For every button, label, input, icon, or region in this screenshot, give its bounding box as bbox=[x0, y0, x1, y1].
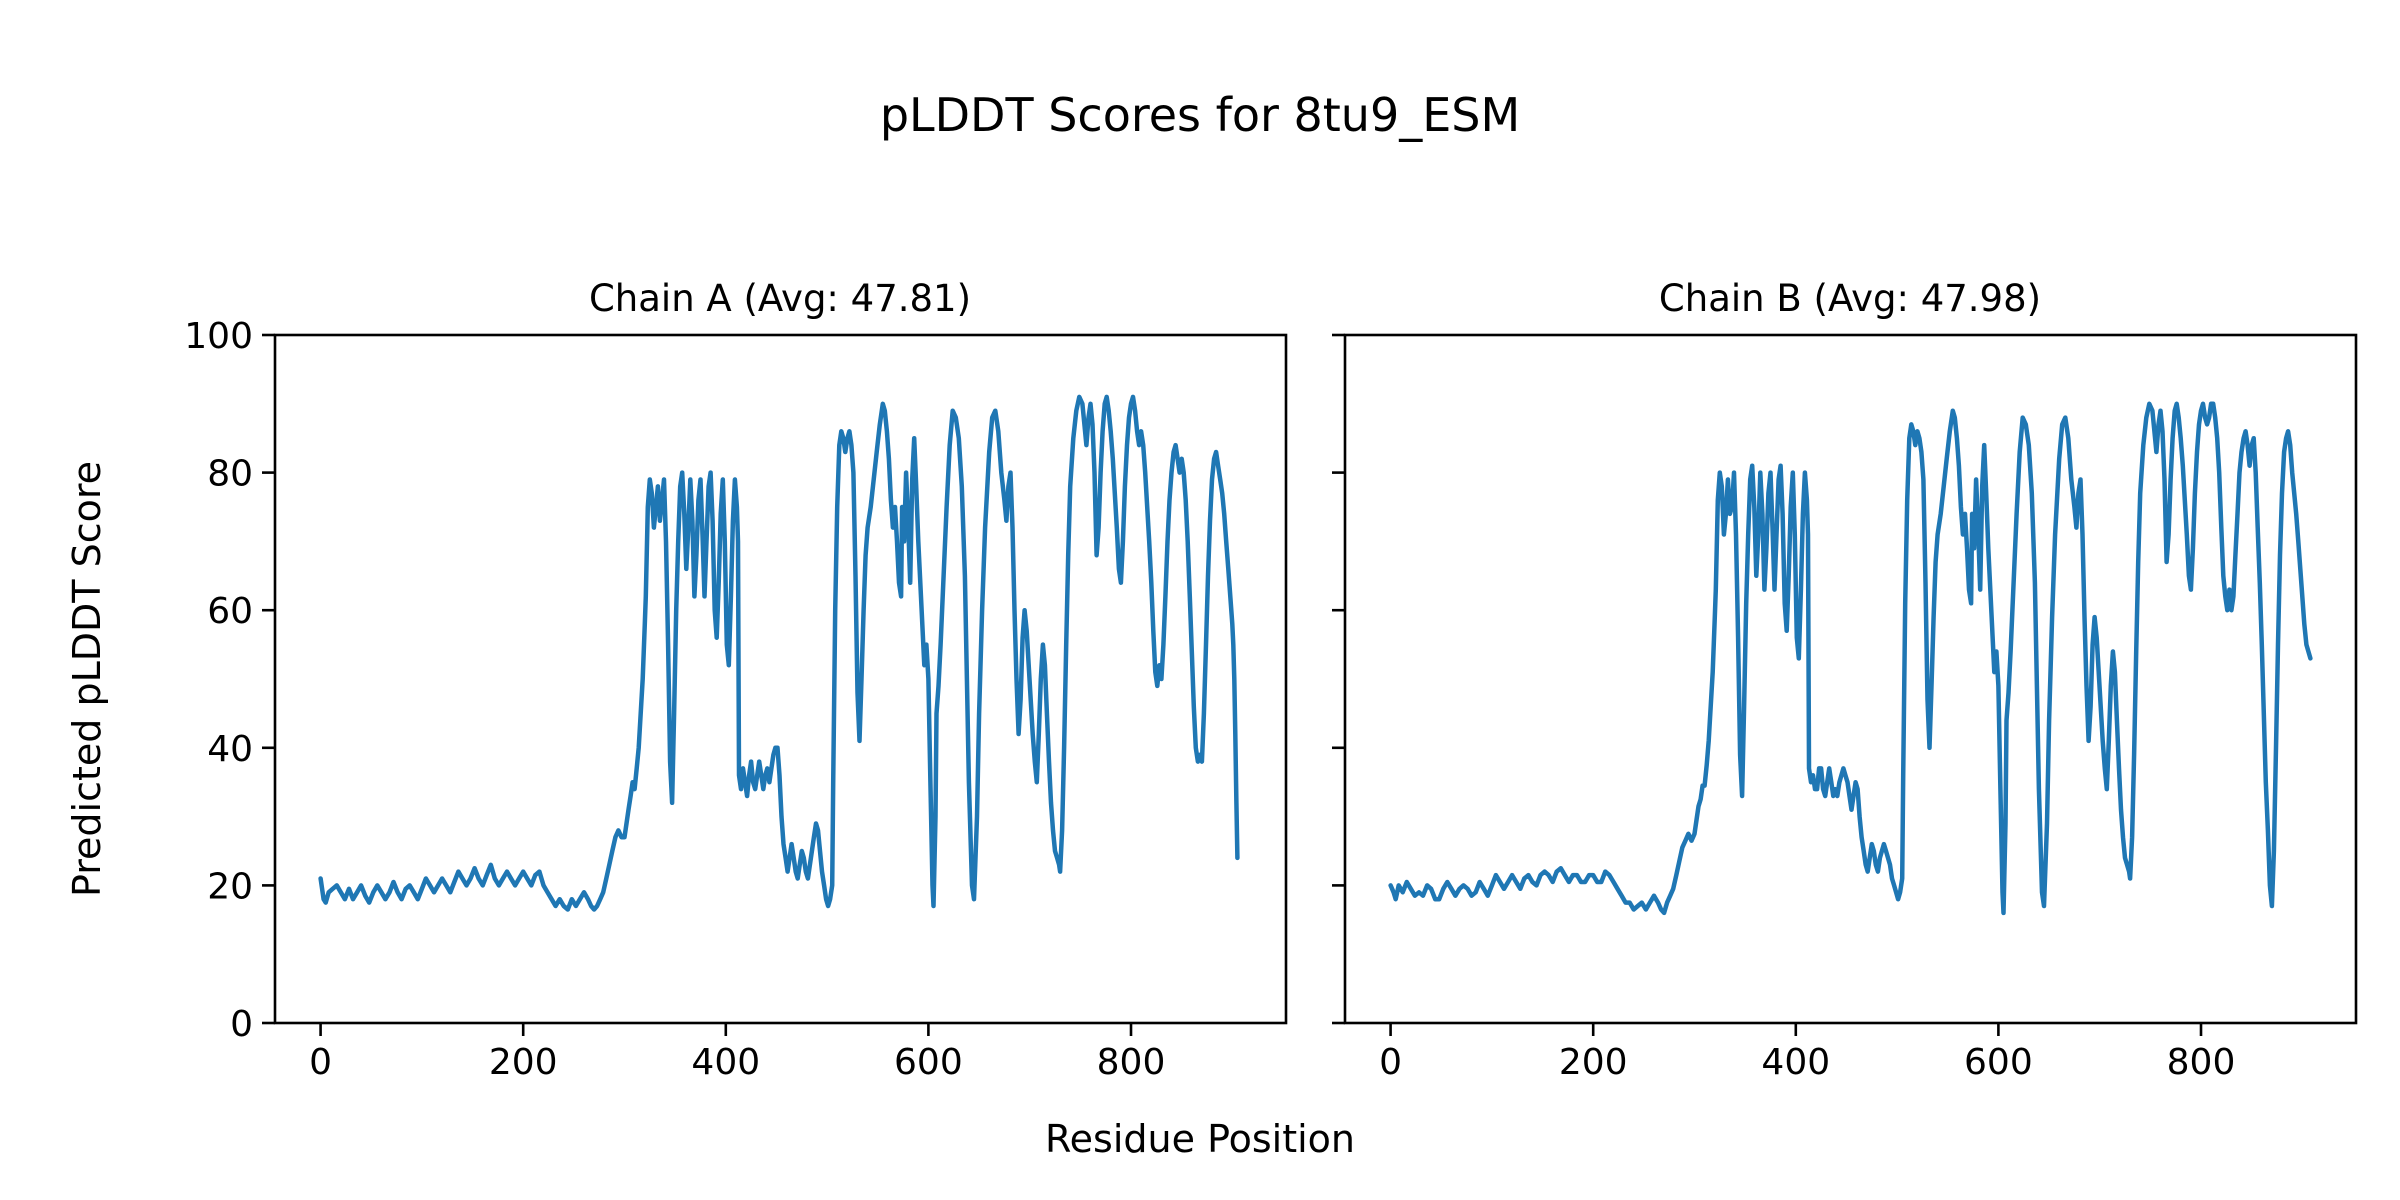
y-tick-label: 0 bbox=[230, 1004, 253, 1045]
axes-spines bbox=[1343, 333, 2358, 1025]
x-tick-label: 400 bbox=[1761, 1042, 1830, 1083]
subplot-chain-b: 0 200 400 600 800 bbox=[1332, 333, 2358, 1083]
subplot-chain-a: 0 200 400 600 800 0 20 40 60 80 100 bbox=[184, 316, 1288, 1083]
y-tick-label: 80 bbox=[207, 454, 253, 495]
plddt-line-chain-a bbox=[318, 394, 1240, 912]
x-tick-label: 600 bbox=[1964, 1042, 2033, 1083]
subplot-title-chain-a: Chain A (Avg: 47.81) bbox=[589, 277, 971, 320]
figure-title: pLDDT Scores for 8tu9_ESM bbox=[880, 88, 1520, 142]
y-tick-label: 100 bbox=[184, 316, 253, 357]
x-tick-label: 0 bbox=[1379, 1042, 1402, 1083]
y-axis-label: Predicted pLDDT Score bbox=[65, 461, 109, 897]
plddt-line-chain-b bbox=[1388, 401, 2313, 916]
y-tick-label: 20 bbox=[207, 866, 253, 907]
x-tick-label: 400 bbox=[691, 1042, 760, 1083]
x-tick-label: 600 bbox=[894, 1042, 963, 1083]
y-tick-label: 60 bbox=[207, 591, 253, 632]
subplot-title-chain-b: Chain B (Avg: 47.98) bbox=[1659, 277, 2041, 320]
x-tick-label: 800 bbox=[1097, 1042, 1166, 1083]
x-tick-label: 200 bbox=[1559, 1042, 1628, 1083]
x-tick-label: 800 bbox=[2167, 1042, 2236, 1083]
x-tick-label: 200 bbox=[489, 1042, 558, 1083]
y-tick-label: 40 bbox=[207, 729, 253, 770]
x-tick-label: 0 bbox=[309, 1042, 332, 1083]
x-axis-label: Residue Position bbox=[1045, 1117, 1355, 1161]
axes-spines bbox=[273, 333, 1288, 1025]
